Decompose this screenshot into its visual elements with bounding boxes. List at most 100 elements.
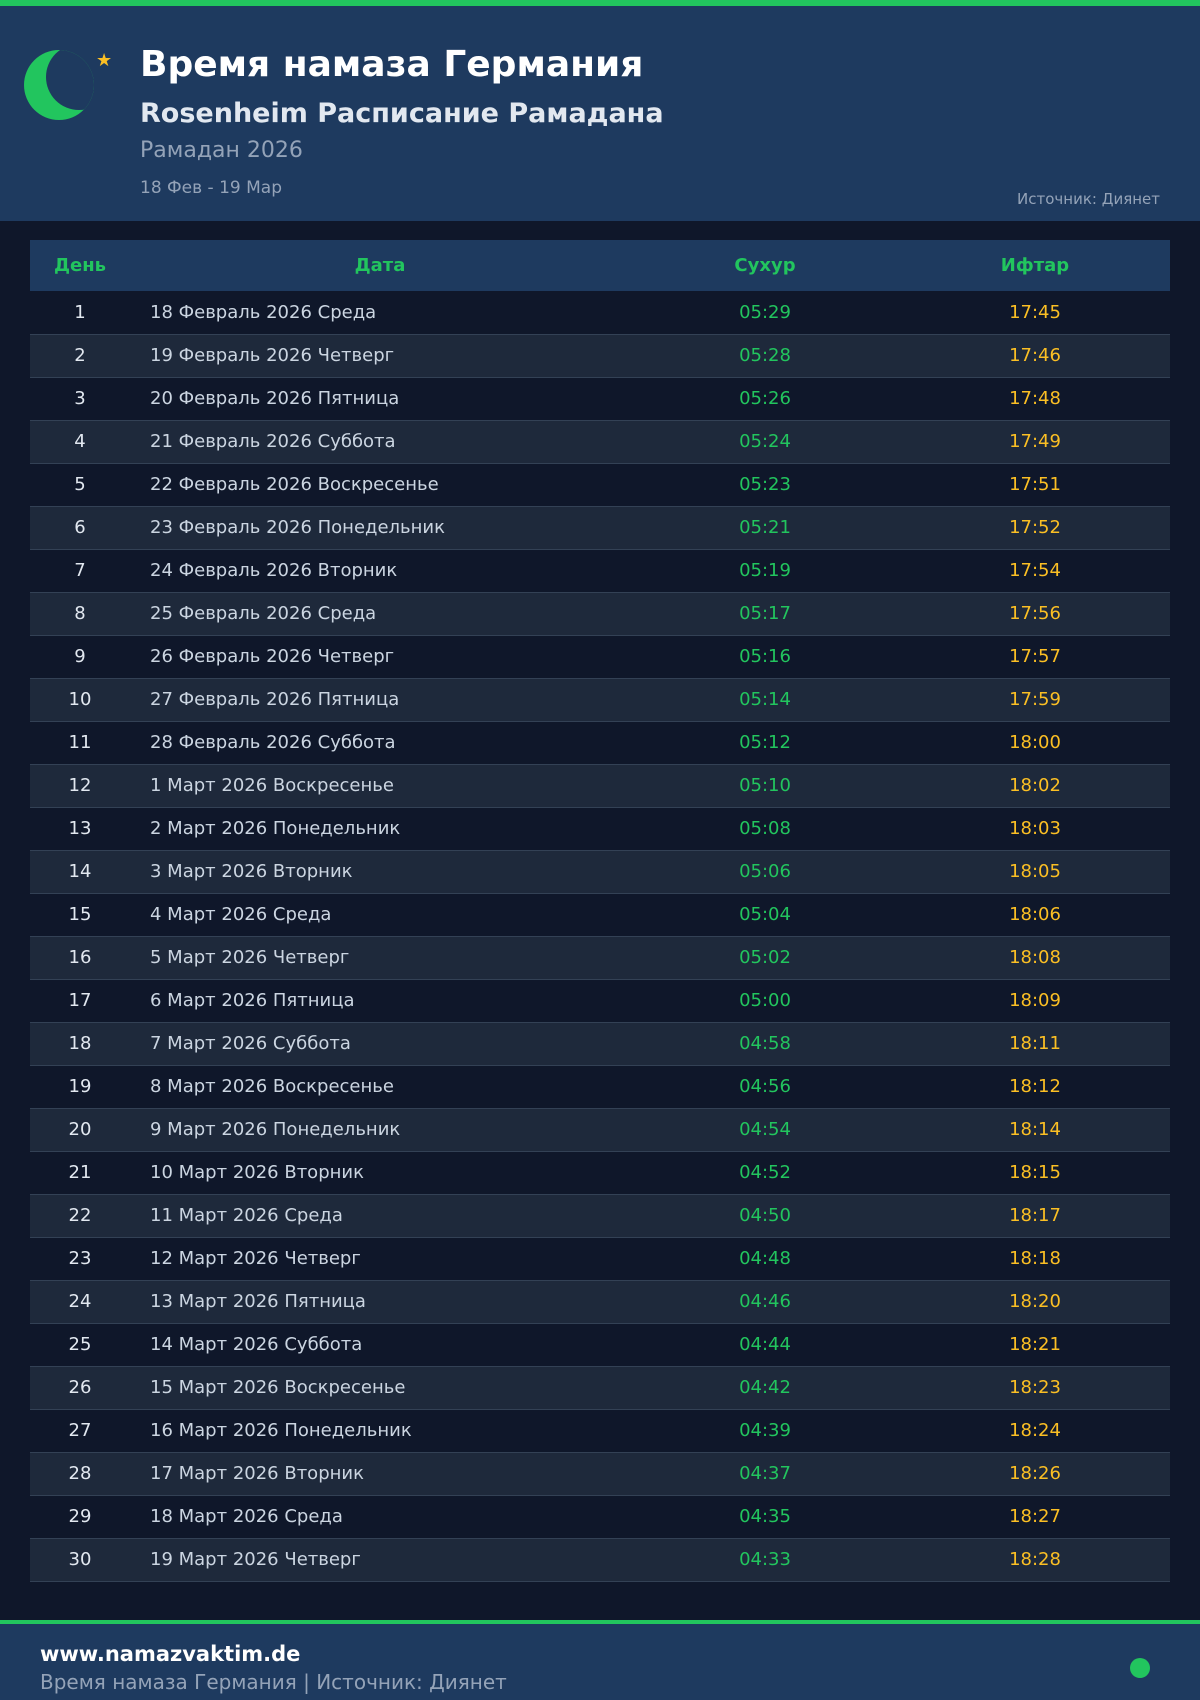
table-row: 14 3 Март 2026 Вторник 05:06 18:05	[30, 850, 1170, 894]
table-row: 23 12 Март 2026 Четверг 04:48 18:18	[30, 1237, 1170, 1281]
iftar-cell: 17:49	[900, 420, 1170, 464]
table-row: 5 22 Февраль 2026 Воскресенье 05:23 17:51	[30, 463, 1170, 507]
suhur-cell: 05:19	[630, 549, 900, 593]
date-cell: 26 Февраль 2026 Четверг	[130, 635, 630, 679]
iftar-cell: 17:59	[900, 678, 1170, 722]
col-day: День	[30, 240, 130, 291]
star-icon: ★	[96, 50, 113, 71]
day-cell: 3	[30, 377, 130, 421]
top-accent-bar	[0, 0, 1200, 6]
suhur-cell: 05:12	[630, 721, 900, 765]
footer: www.namazvaktim.de Время намаза Германия…	[0, 1620, 1200, 1700]
date-cell: 19 Февраль 2026 Четверг	[130, 334, 630, 378]
date-cell: 21 Февраль 2026 Суббота	[130, 420, 630, 464]
day-cell: 1	[30, 291, 130, 335]
day-cell: 30	[30, 1538, 130, 1582]
date-cell: 11 Март 2026 Среда	[130, 1194, 630, 1238]
table-row: 6 23 Февраль 2026 Понедельник 05:21 17:52	[30, 506, 1170, 550]
source-label: Источник: Диянет	[1017, 190, 1160, 208]
suhur-cell: 04:39	[630, 1409, 900, 1453]
suhur-cell: 05:02	[630, 936, 900, 980]
day-cell: 26	[30, 1366, 130, 1410]
iftar-cell: 18:02	[900, 764, 1170, 808]
date-cell: 27 Февраль 2026 Пятница	[130, 678, 630, 722]
iftar-cell: 17:57	[900, 635, 1170, 679]
suhur-cell: 05:23	[630, 463, 900, 507]
day-cell: 27	[30, 1409, 130, 1453]
footer-site-link[interactable]: www.namazvaktim.de	[40, 1642, 301, 1666]
date-range: 18 Фев - 19 Мар	[140, 178, 283, 198]
date-cell: 17 Март 2026 Вторник	[130, 1452, 630, 1496]
date-cell: 22 Февраль 2026 Воскресенье	[130, 463, 630, 507]
iftar-cell: 18:09	[900, 979, 1170, 1023]
suhur-cell: 05:28	[630, 334, 900, 378]
table-row: 8 25 Февраль 2026 Среда 05:17 17:56	[30, 592, 1170, 636]
date-cell: 15 Март 2026 Воскресенье	[130, 1366, 630, 1410]
suhur-cell: 04:37	[630, 1452, 900, 1496]
day-cell: 6	[30, 506, 130, 550]
iftar-cell: 17:51	[900, 463, 1170, 507]
day-cell: 23	[30, 1237, 130, 1281]
table-row: 1 18 Февраль 2026 Среда 05:29 17:45	[30, 291, 1170, 335]
col-date: Дата	[130, 240, 630, 291]
date-cell: 10 Март 2026 Вторник	[130, 1151, 630, 1195]
suhur-cell: 04:33	[630, 1538, 900, 1582]
day-cell: 20	[30, 1108, 130, 1152]
date-cell: 16 Март 2026 Понедельник	[130, 1409, 630, 1453]
table-row: 26 15 Март 2026 Воскресенье 04:42 18:23	[30, 1366, 1170, 1410]
col-suhur: Сухур	[630, 240, 900, 291]
suhur-cell: 05:10	[630, 764, 900, 808]
iftar-cell: 18:05	[900, 850, 1170, 894]
table-row: 29 18 Март 2026 Среда 04:35 18:27	[30, 1495, 1170, 1539]
date-cell: 24 Февраль 2026 Вторник	[130, 549, 630, 593]
suhur-cell: 04:48	[630, 1237, 900, 1281]
date-cell: 18 Февраль 2026 Среда	[130, 291, 630, 335]
day-cell: 14	[30, 850, 130, 894]
date-cell: 13 Март 2026 Пятница	[130, 1280, 630, 1324]
iftar-cell: 18:26	[900, 1452, 1170, 1496]
ramadan-year: Рамадан 2026	[140, 138, 303, 163]
day-cell: 13	[30, 807, 130, 851]
date-cell: 28 Февраль 2026 Суббота	[130, 721, 630, 765]
page-header: ★ Время намаза Германия Rosenheim Распис…	[0, 6, 1200, 221]
date-cell: 23 Февраль 2026 Понедельник	[130, 506, 630, 550]
day-cell: 5	[30, 463, 130, 507]
suhur-cell: 04:58	[630, 1022, 900, 1066]
table-row: 15 4 Март 2026 Среда 05:04 18:06	[30, 893, 1170, 937]
suhur-cell: 05:04	[630, 893, 900, 937]
table-row: 13 2 Март 2026 Понедельник 05:08 18:03	[30, 807, 1170, 851]
table-row: 17 6 Март 2026 Пятница 05:00 18:09	[30, 979, 1170, 1023]
iftar-cell: 18:17	[900, 1194, 1170, 1238]
date-cell: 6 Март 2026 Пятница	[130, 979, 630, 1023]
ramadan-schedule-table: День Дата Сухур Ифтар 1 18 Февраль 2026 С…	[30, 240, 1170, 1582]
suhur-cell: 05:29	[630, 291, 900, 335]
day-cell: 7	[30, 549, 130, 593]
iftar-cell: 18:18	[900, 1237, 1170, 1281]
day-cell: 22	[30, 1194, 130, 1238]
day-cell: 29	[30, 1495, 130, 1539]
date-cell: 4 Март 2026 Среда	[130, 893, 630, 937]
iftar-cell: 17:46	[900, 334, 1170, 378]
suhur-cell: 04:46	[630, 1280, 900, 1324]
iftar-cell: 18:14	[900, 1108, 1170, 1152]
table-row: 12 1 Март 2026 Воскресенье 05:10 18:02	[30, 764, 1170, 808]
iftar-cell: 18:27	[900, 1495, 1170, 1539]
table-row: 24 13 Март 2026 Пятница 04:46 18:20	[30, 1280, 1170, 1324]
iftar-cell: 17:52	[900, 506, 1170, 550]
iftar-cell: 18:12	[900, 1065, 1170, 1109]
suhur-cell: 04:44	[630, 1323, 900, 1367]
iftar-cell: 17:48	[900, 377, 1170, 421]
status-dot-icon	[1130, 1658, 1150, 1678]
table-row: 30 19 Март 2026 Четверг 04:33 18:28	[30, 1538, 1170, 1582]
col-iftar: Ифтар	[900, 240, 1170, 291]
date-cell: 8 Март 2026 Воскресенье	[130, 1065, 630, 1109]
table-row: 20 9 Март 2026 Понедельник 04:54 18:14	[30, 1108, 1170, 1152]
date-cell: 25 Февраль 2026 Среда	[130, 592, 630, 636]
date-cell: 19 Март 2026 Четверг	[130, 1538, 630, 1582]
suhur-cell: 05:24	[630, 420, 900, 464]
table-row: 10 27 Февраль 2026 Пятница 05:14 17:59	[30, 678, 1170, 722]
suhur-cell: 04:56	[630, 1065, 900, 1109]
date-cell: 5 Март 2026 Четверг	[130, 936, 630, 980]
page-title: Время намаза Германия	[140, 44, 644, 85]
date-cell: 12 Март 2026 Четверг	[130, 1237, 630, 1281]
